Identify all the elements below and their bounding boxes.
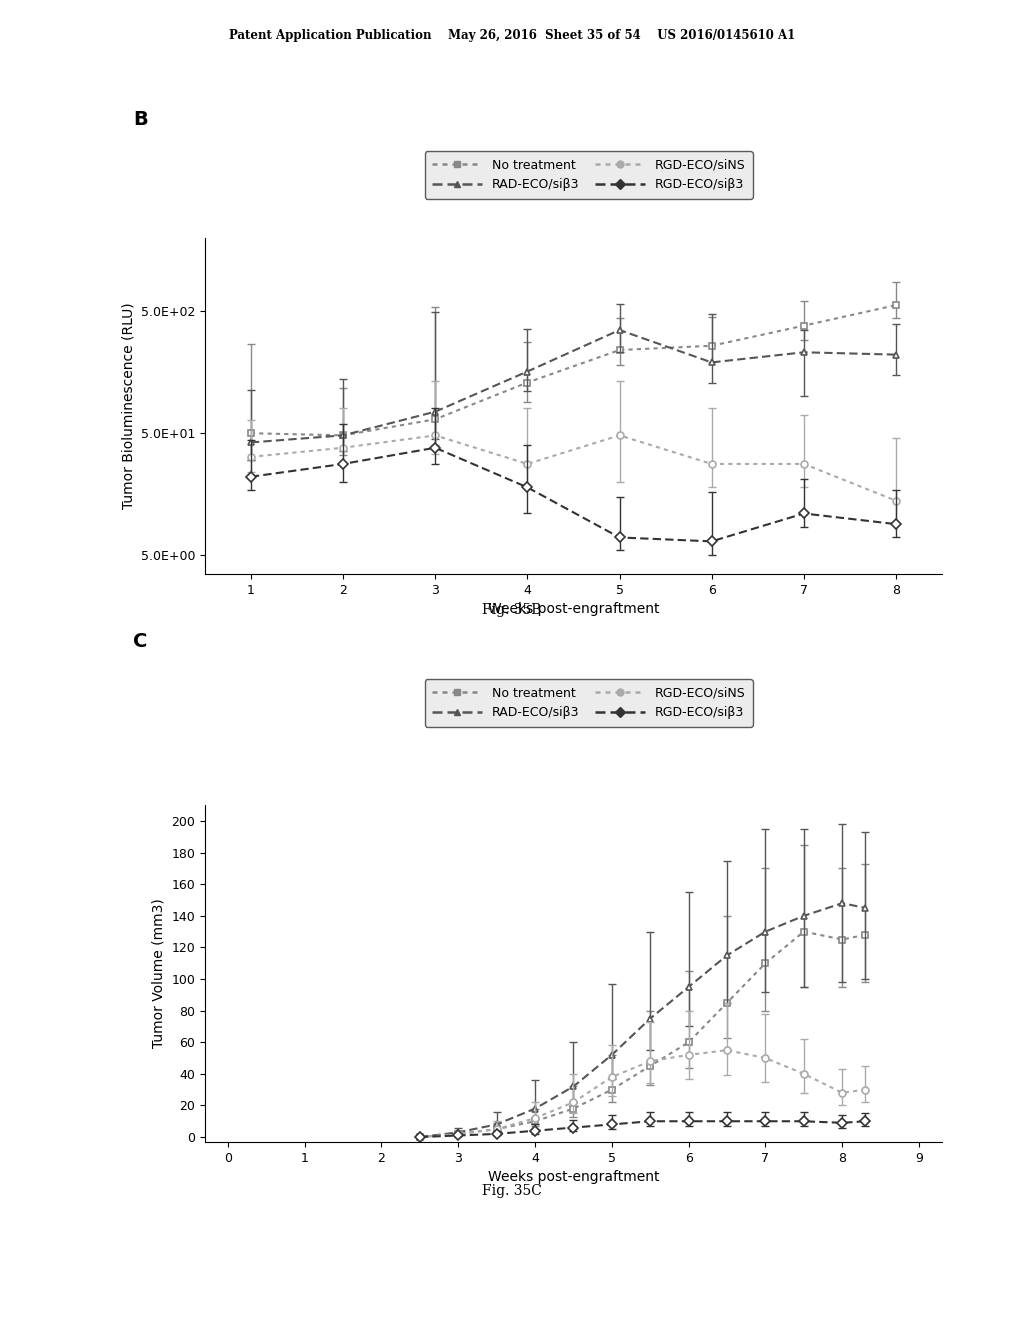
Text: Patent Application Publication    May 26, 2016  Sheet 35 of 54    US 2016/014561: Patent Application Publication May 26, 2… [229, 29, 795, 42]
Y-axis label: Tumor Volume (mm3): Tumor Volume (mm3) [152, 899, 166, 1048]
Y-axis label: Tumor Bioluminescence (RLU): Tumor Bioluminescence (RLU) [121, 302, 135, 510]
X-axis label: Weeks post-engraftment: Weeks post-engraftment [487, 602, 659, 616]
Text: B: B [133, 111, 147, 129]
Text: Fig. 35B: Fig. 35B [482, 603, 542, 616]
Text: Fig. 35C: Fig. 35C [482, 1184, 542, 1197]
Text: C: C [133, 632, 147, 651]
Legend: No treatment, RAD-ECO/siβ3, RGD-ECO/siNS, RGD-ECO/siβ3: No treatment, RAD-ECO/siβ3, RGD-ECO/siNS… [425, 152, 753, 198]
X-axis label: Weeks post-engraftment: Weeks post-engraftment [487, 1170, 659, 1184]
Legend: No treatment, RAD-ECO/siβ3, RGD-ECO/siNS, RGD-ECO/siβ3: No treatment, RAD-ECO/siβ3, RGD-ECO/siNS… [425, 680, 753, 726]
